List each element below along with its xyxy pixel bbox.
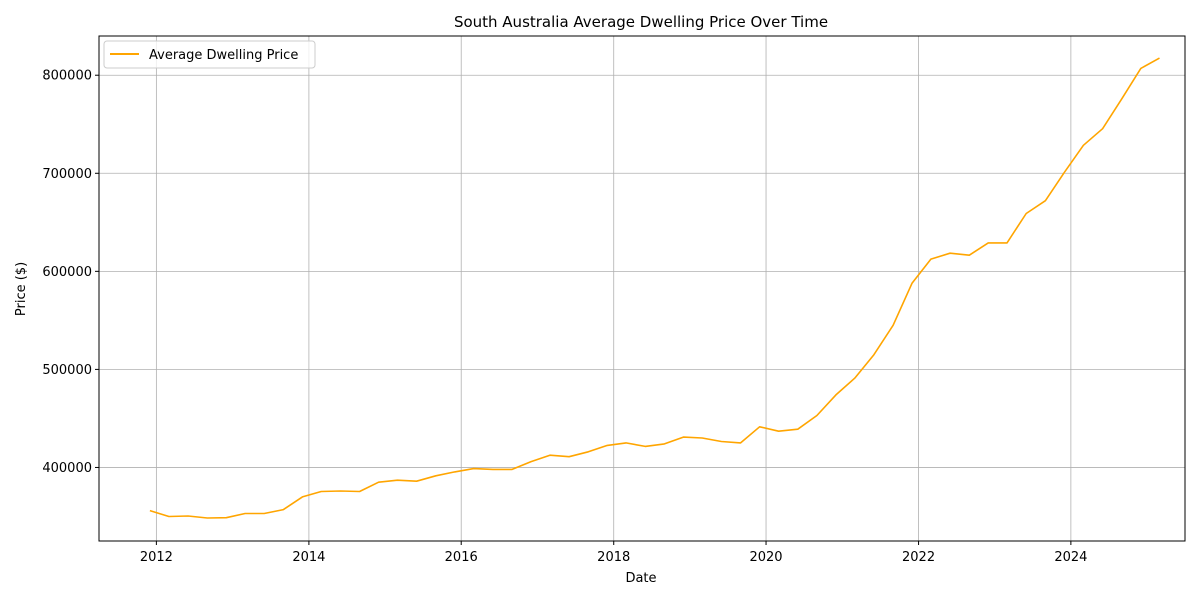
legend-box	[103, 40, 316, 69]
series-line-0	[149, 57, 1160, 519]
x-tick-label: 2014	[292, 550, 325, 565]
y-tick-label: 700000	[42, 167, 92, 182]
legend-label: Average Dwelling Price	[149, 48, 298, 63]
plot-area-frame	[98, 35, 1186, 542]
series-layer	[149, 57, 1160, 519]
y-tick-label: 400000	[42, 461, 92, 476]
legend: Average Dwelling Price	[103, 40, 316, 69]
grid-lines	[99, 36, 1185, 541]
x-axis-title: Date	[625, 571, 656, 586]
y-tick-label: 800000	[42, 69, 92, 84]
y-tick-label: 600000	[42, 265, 92, 280]
chart-title: South Australia Average Dwelling Price O…	[454, 13, 828, 31]
x-tick-label: 2020	[749, 550, 782, 565]
x-tick-label: 2012	[140, 550, 173, 565]
y-axis: 400000 500000 600000 700000 800000	[42, 69, 99, 476]
x-axis: 2012 2014 2016 2018 2020 2022 2024	[140, 541, 1087, 565]
x-tick-label: 2016	[445, 550, 478, 565]
x-tick-label: 2024	[1054, 550, 1087, 565]
y-tick-label: 500000	[42, 363, 92, 378]
y-axis-title: Price ($)	[14, 262, 29, 316]
x-tick-label: 2018	[597, 550, 630, 565]
x-tick-label: 2022	[902, 550, 935, 565]
